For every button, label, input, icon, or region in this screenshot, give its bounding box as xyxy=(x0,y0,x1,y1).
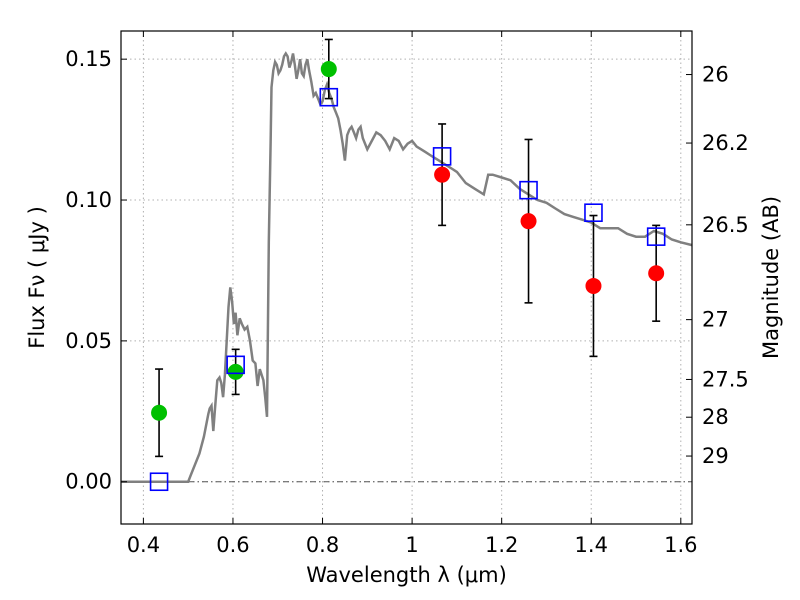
x-axis-label: Wavelength λ (μm) xyxy=(306,563,507,587)
model-photometry-square xyxy=(226,355,245,375)
x-tick-label: 1.2 xyxy=(485,533,518,557)
y-tick-label: 0.15 xyxy=(65,47,112,71)
grid-layer xyxy=(121,31,692,524)
model-photometry-square xyxy=(584,203,603,223)
model-sed-line xyxy=(121,51,693,483)
y2-tick-label: 29 xyxy=(702,444,729,468)
red-data-point xyxy=(648,265,665,282)
y2-tick-label: 26 xyxy=(702,63,729,87)
model-photometry-square xyxy=(432,147,452,166)
plot-frame xyxy=(120,30,693,525)
x-tick-label: 1 xyxy=(405,533,418,557)
x-tick-label: 0.4 xyxy=(127,533,160,557)
y2-tick-label: 28 xyxy=(702,405,729,429)
model-photometry-square xyxy=(519,180,538,200)
red-data-point xyxy=(434,166,451,183)
model-photometry-square xyxy=(646,227,666,246)
axis-ticks: 0.4 0.6 0.8 1 1.2 1.4 1.6 0.00 0.05 0.10 0.15 26 26.… xyxy=(65,31,749,557)
model-photometry-squares xyxy=(149,87,666,492)
y-tick-label: 0.00 xyxy=(65,470,112,494)
y-axis-label: Flux Fν ( μJy ) xyxy=(25,206,49,349)
model-photometry-square xyxy=(319,87,339,107)
y2-tick-label: 27.5 xyxy=(702,367,749,391)
red-data-point xyxy=(585,277,602,294)
y2-tick-label: 26.2 xyxy=(702,131,749,155)
x-tick-label: 1.4 xyxy=(575,533,608,557)
model-photometry-square xyxy=(149,472,169,492)
y-tick-label: 0.05 xyxy=(65,329,112,353)
data-points xyxy=(151,61,665,421)
red-data-point xyxy=(520,213,537,230)
x-tick-label: 1.6 xyxy=(664,533,697,557)
x-tick-label: 0.6 xyxy=(216,533,249,557)
green-data-point xyxy=(151,404,168,421)
x-tick-label: 0.8 xyxy=(306,533,339,557)
y-tick-label: 0.10 xyxy=(65,188,112,212)
green-data-point xyxy=(227,363,244,380)
y2-tick-label: 26.5 xyxy=(702,213,749,237)
y2-axis-label: Magnitude (AB) xyxy=(759,196,783,359)
y2-tick-label: 27 xyxy=(702,308,729,332)
green-data-point xyxy=(320,61,337,78)
